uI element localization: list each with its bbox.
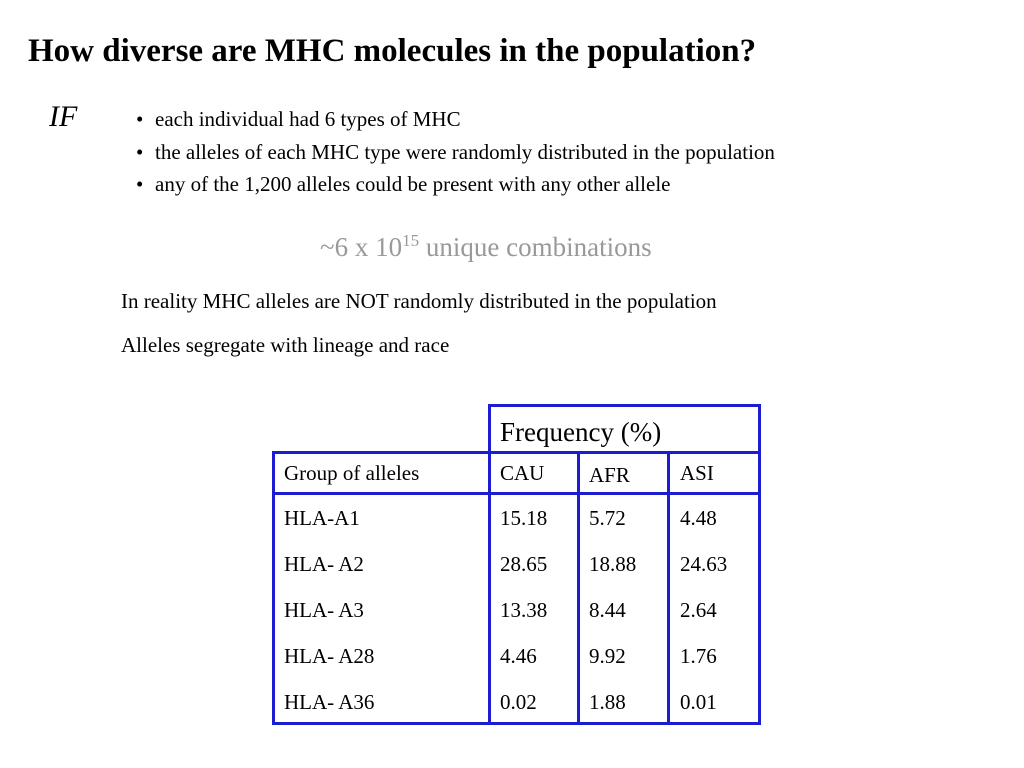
assumption-text: any of the 1,200 alleles could be presen… <box>155 172 671 196</box>
allele-group-cell: HLA- A3 <box>284 598 364 622</box>
assumption-list: • each individual had 6 types of MHC • the… <box>136 103 775 201</box>
combinations-statement: ~6 x 1015 unique combinations <box>320 228 652 266</box>
cau-value-cell: 4.46 <box>500 644 537 668</box>
column-header-asi: ASI <box>680 461 714 485</box>
afr-value-cell: 18.88 <box>589 552 637 576</box>
segregation-note: Alleles segregate with lineage and race <box>121 333 450 357</box>
cau-value-cell: 0.02 <box>500 690 537 714</box>
asi-value-cell: 4.48 <box>680 506 717 530</box>
asi-value-cell: 1.76 <box>680 644 717 668</box>
group-column-box <box>272 451 491 725</box>
asi-value-cell: 24.63 <box>680 552 728 576</box>
column-header-cau: CAU <box>500 461 545 485</box>
combinations-prefix: ~6 x 10 <box>320 232 403 262</box>
assumption-item: • the alleles of each MHC type were rando… <box>136 136 775 169</box>
cau-column-box <box>488 451 580 725</box>
column-header-group: Group of alleles <box>284 461 420 485</box>
assumption-item: • any of the 1,200 alleles could be prese… <box>136 168 775 201</box>
allele-group-cell: HLA- A28 <box>284 644 375 668</box>
afr-value-cell: 5.72 <box>589 506 626 530</box>
asi-column-box <box>667 451 761 725</box>
assumption-text: each individual had 6 types of MHC <box>155 107 461 131</box>
combinations-suffix: unique combinations <box>419 232 652 262</box>
asi-value-cell: 0.01 <box>680 690 717 714</box>
assumption-text: the alleles of each MHC type were random… <box>155 139 775 164</box>
assumption-item: • each individual had 6 types of MHC <box>136 103 775 136</box>
cau-value-cell: 13.38 <box>500 598 548 622</box>
column-header-afr: AFR <box>589 463 630 487</box>
if-label: IF <box>49 100 78 133</box>
cau-value-cell: 15.18 <box>500 506 548 530</box>
bullet-icon: • <box>136 139 144 164</box>
afr-value-cell: 1.88 <box>589 690 626 714</box>
bullet-icon: • <box>136 172 144 196</box>
reality-note: In reality MHC alleles are NOT randomly … <box>121 289 717 313</box>
combinations-exponent: 15 <box>402 231 420 250</box>
bullet-icon: • <box>136 107 144 131</box>
frequency-header: Frequency (%) <box>500 417 662 447</box>
cau-value-cell: 28.65 <box>500 552 548 576</box>
afr-value-cell: 8.44 <box>589 598 626 622</box>
allele-group-cell: HLA- A2 <box>284 552 364 576</box>
afr-column-box <box>577 451 670 725</box>
page-title: How diverse are MHC molecules in the pop… <box>28 33 757 69</box>
allele-group-cell: HLA-A1 <box>284 506 360 530</box>
asi-value-cell: 2.64 <box>680 598 717 622</box>
allele-group-cell: HLA- A36 <box>284 690 375 714</box>
afr-value-cell: 9.92 <box>589 644 626 668</box>
